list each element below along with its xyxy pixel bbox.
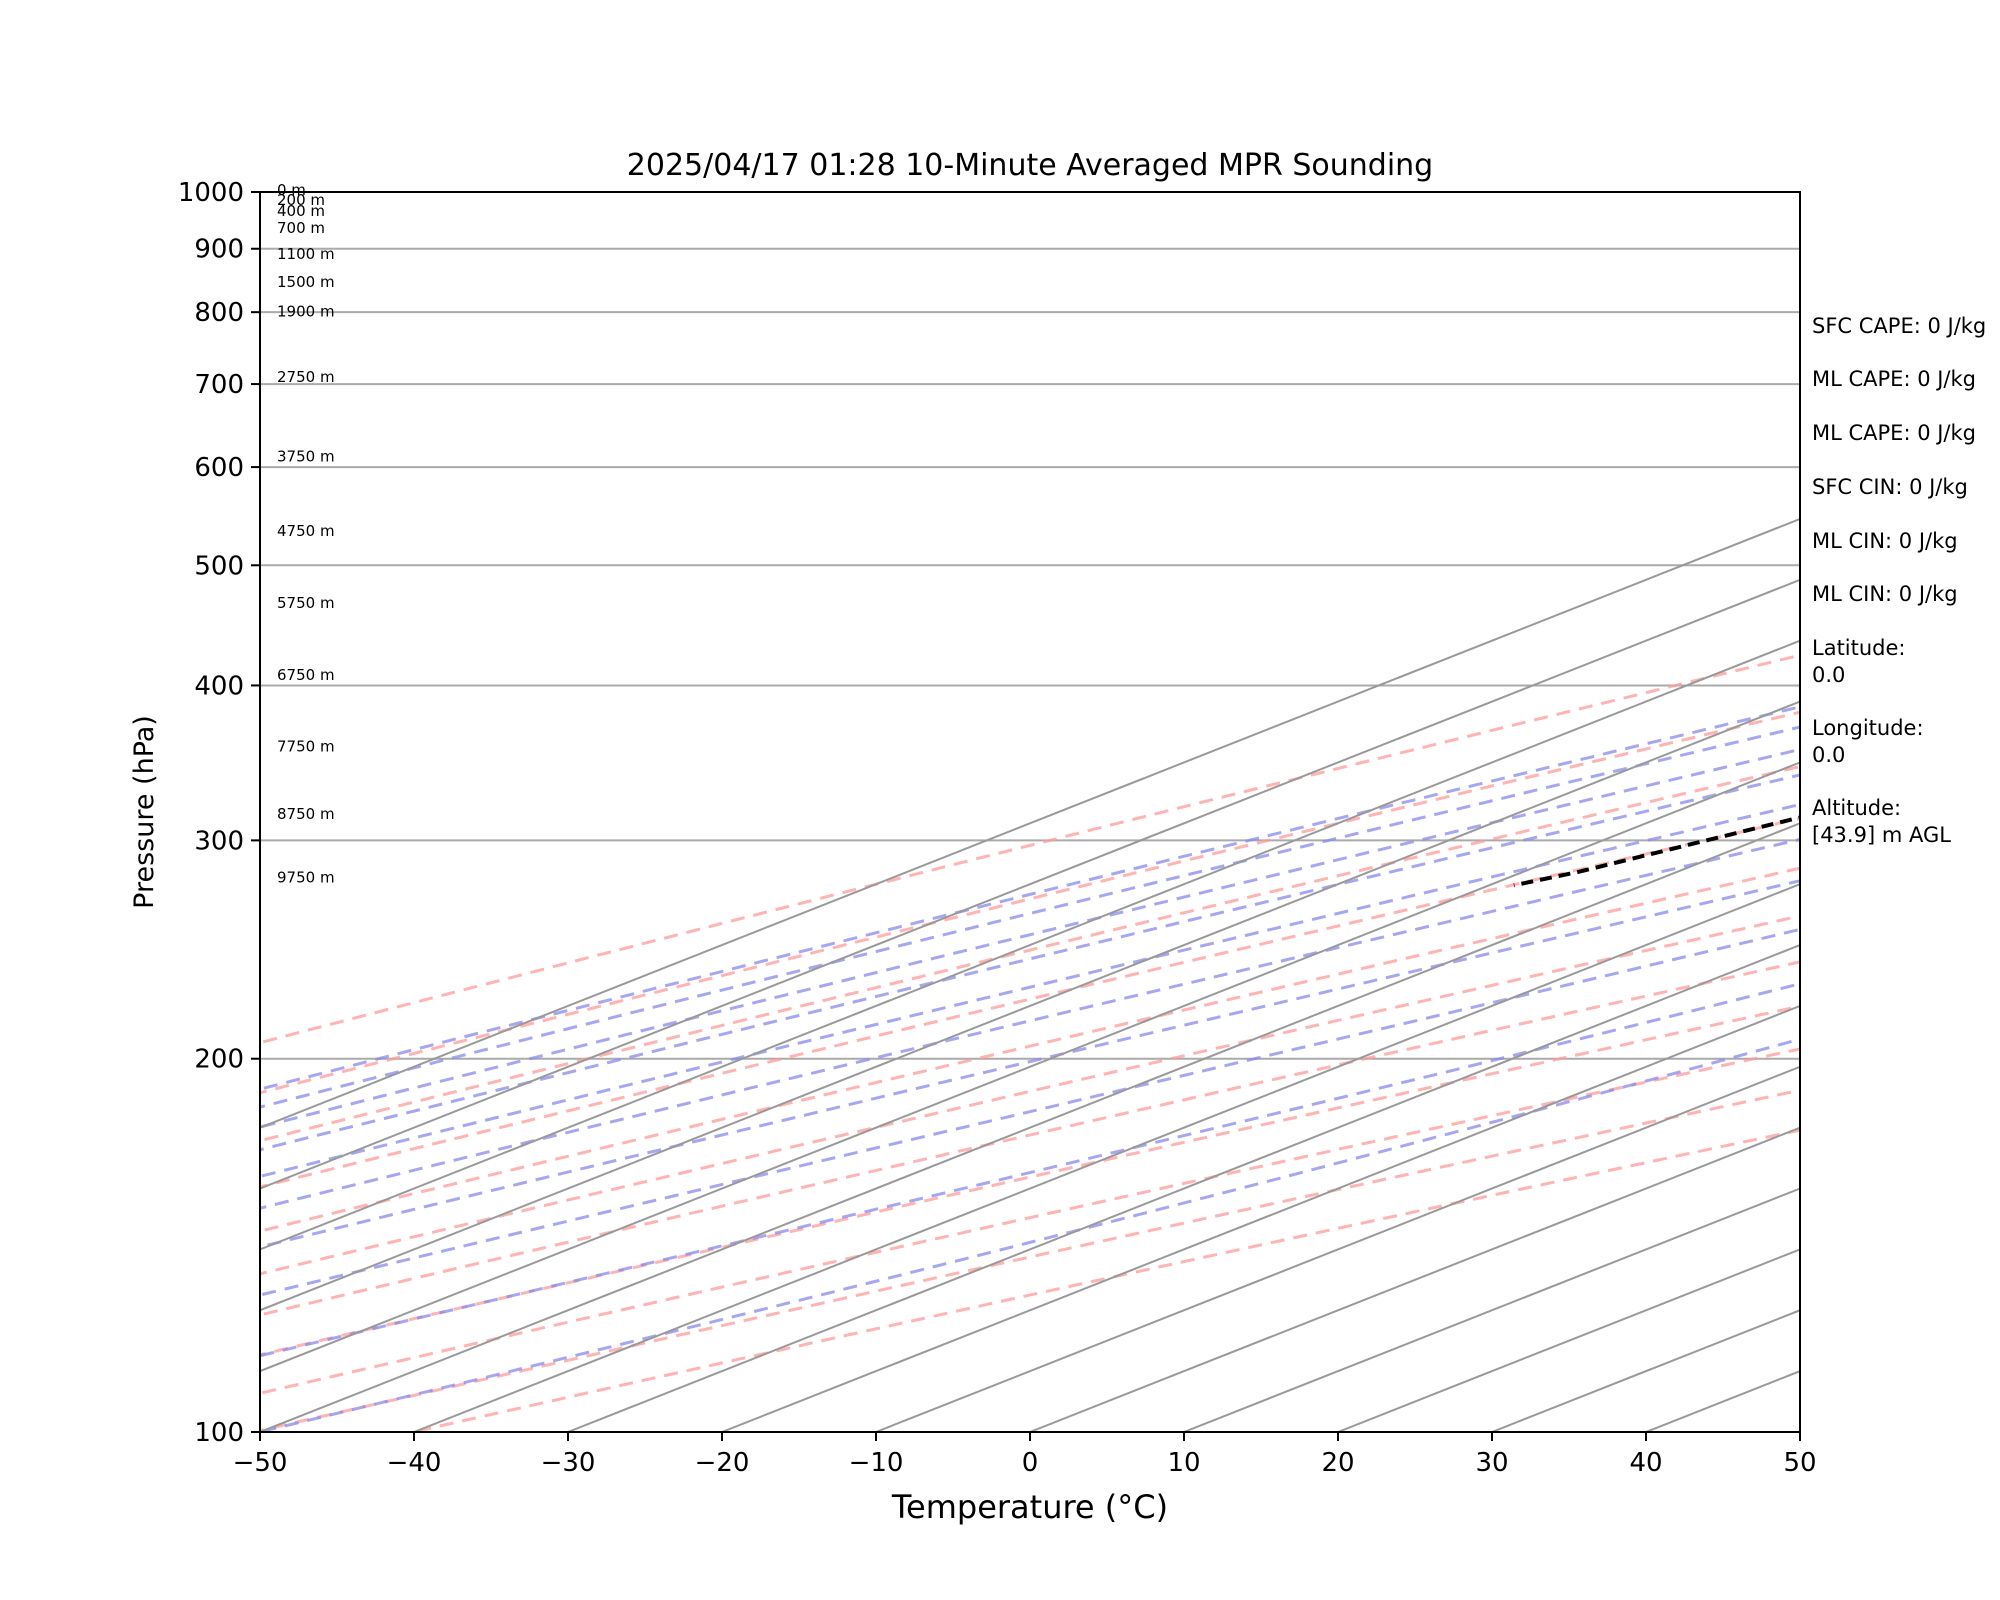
x-tick-label: −10 xyxy=(849,1448,904,1478)
y-tick-label: 200 xyxy=(194,1045,244,1075)
y-axis-label: Pressure (hPa) xyxy=(129,715,160,909)
moist-adiabat-line xyxy=(260,802,1800,1178)
dry-adiabat-line xyxy=(260,764,1800,1143)
moist-adiabat-line xyxy=(260,705,1800,1091)
y-tick-label: 700 xyxy=(194,370,244,400)
height-label: 0 m xyxy=(277,181,306,199)
isotherm-line xyxy=(260,700,1800,1312)
height-label: 4750 m xyxy=(277,522,335,540)
isotherm-line xyxy=(875,1065,1800,1432)
height-label: 1100 m xyxy=(277,245,335,263)
x-tick-label: −20 xyxy=(695,1448,750,1478)
isotherm-line xyxy=(260,822,1800,1432)
stat-label: ML CIN: 0 J/kg xyxy=(1812,529,1958,553)
y-axis: 100 200 300 400 500 600 700 800 900 1000 xyxy=(178,178,260,1448)
height-label: 8750 m xyxy=(277,805,335,823)
y-tick-label: 100 xyxy=(194,1418,244,1448)
x-tick-label: 40 xyxy=(1629,1448,1662,1478)
dry-adiabat-line xyxy=(260,816,1800,1189)
height-label: 1900 m xyxy=(277,302,335,320)
moist-adiabat-line xyxy=(260,879,1800,1249)
dry-adiabat-line xyxy=(260,914,1800,1276)
isotherm-line xyxy=(260,639,1800,1251)
x-tick-label: 20 xyxy=(1321,1448,1354,1478)
y-tick-label: 900 xyxy=(194,235,244,265)
height-label: 3750 m xyxy=(277,447,335,465)
x-tick-label: −50 xyxy=(233,1448,288,1478)
isotherm-line xyxy=(260,761,1800,1373)
stat-label: ML CAPE: 0 J/kg xyxy=(1812,367,1976,391)
dewpoint-profile xyxy=(1951,192,2000,885)
x-tick-label: −30 xyxy=(541,1448,596,1478)
moist-adiabat-line xyxy=(260,1037,1800,1432)
x-tick-label: 0 xyxy=(1022,1448,1039,1478)
y-tick-label: 1000 xyxy=(178,178,244,208)
dry-adiabat-line xyxy=(260,1088,1800,1432)
height-label: 400 m xyxy=(277,202,325,220)
stat-value: 0.0 xyxy=(1812,663,1845,687)
height-label: 5750 m xyxy=(277,594,335,612)
dry-adiabat-line xyxy=(260,1047,1800,1395)
height-label: 9750 m xyxy=(277,869,335,887)
height-label: 2750 m xyxy=(277,368,335,386)
x-tick-label: −40 xyxy=(387,1448,442,1478)
stat-value: [43.9] m AGL xyxy=(1812,823,1951,847)
x-tick-label: 50 xyxy=(1783,1448,1816,1478)
height-label: 200 m xyxy=(277,191,325,209)
stat-label: ML CAPE: 0 J/kg xyxy=(1812,421,1976,445)
moist-adiabat-line xyxy=(260,837,1800,1210)
stat-label: Latitude: xyxy=(1812,636,1906,660)
isotherm-line xyxy=(1029,1126,1800,1432)
stats-panel: SFC CAPE: 0 J/kg ML CAPE: 0 J/kg ML CAPE: … xyxy=(1812,314,1986,847)
isotherm-line xyxy=(260,517,1800,1129)
x-axis: −50 −40 −30 −20 −10 0 10 20 30 40 50 xyxy=(233,1432,1817,1478)
moist-adiabat-line xyxy=(260,725,1800,1109)
isotherm-line xyxy=(260,578,1800,1190)
plot-frame xyxy=(259,191,1801,1433)
x-axis-label: Temperature (°C) xyxy=(891,1488,1168,1526)
y-tick-label: 600 xyxy=(194,453,244,483)
y-tick-label: 300 xyxy=(194,826,244,856)
height-label: 1500 m xyxy=(277,273,335,291)
height-label: 700 m xyxy=(277,219,325,237)
x-tick-label: 10 xyxy=(1167,1448,1200,1478)
isotherm-line xyxy=(413,883,1800,1432)
y-tick-label: 800 xyxy=(194,298,244,328)
height-label: 7750 m xyxy=(277,738,335,756)
isotherm-line xyxy=(721,1004,1800,1432)
y-tick-label: 400 xyxy=(194,671,244,701)
stat-label: Longitude: xyxy=(1812,716,1924,740)
stat-value: 0.0 xyxy=(1812,743,1845,767)
chart-title: 2025/04/17 01:28 10-Minute Averaged MPR … xyxy=(627,148,1433,183)
height-label: 6750 m xyxy=(277,666,335,684)
isotherm-line xyxy=(1183,1187,1800,1432)
background-lines xyxy=(260,247,1800,1432)
stat-label: ML CIN: 0 J/kg xyxy=(1812,582,1958,606)
stat-label: Altitude: xyxy=(1812,796,1901,820)
height-labels: 9750 m 8750 m 7750 m 6750 m 5750 m 4750 m 3750… xyxy=(277,181,335,887)
y-tick-label: 500 xyxy=(194,551,244,581)
isotherm-line xyxy=(567,943,1800,1432)
stat-label: SFC CAPE: 0 J/kg xyxy=(1812,314,1986,338)
x-tick-label: 30 xyxy=(1475,1448,1508,1478)
stat-label: SFC CIN: 0 J/kg xyxy=(1812,475,1968,499)
